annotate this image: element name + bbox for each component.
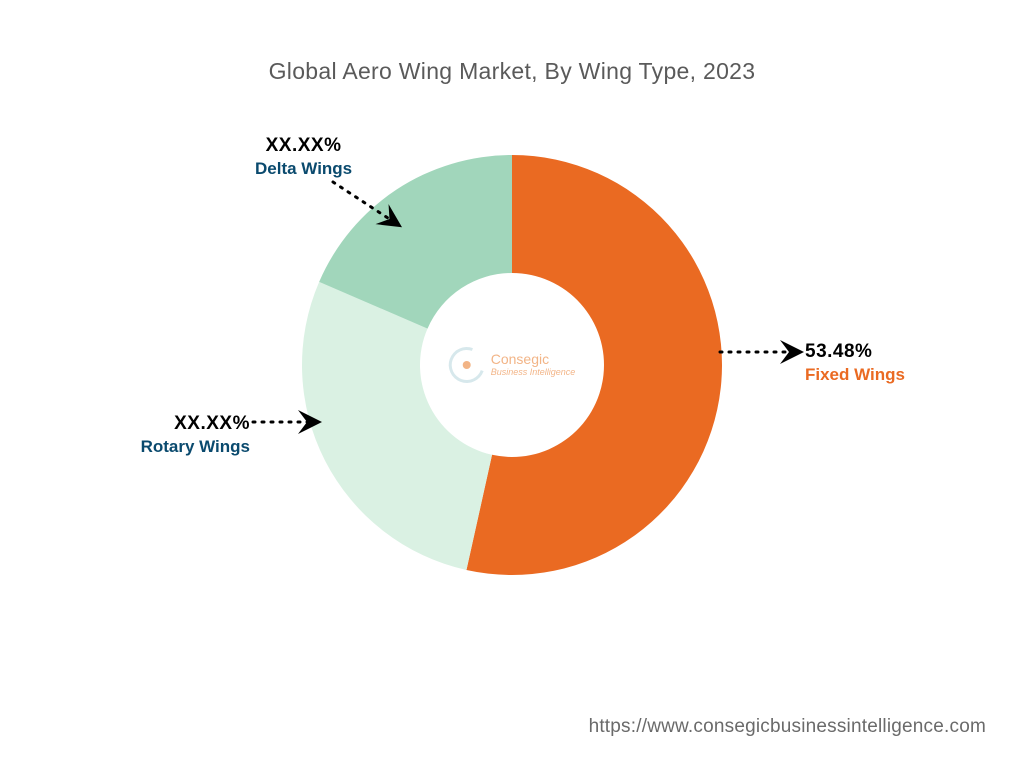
logo-text-line1: Consegic [491,352,576,367]
fixed-pct: 53.48% [805,340,905,364]
footer-url: https://www.consegicbusinessintelligence… [589,716,986,738]
chart-title: Global Aero Wing Market, By Wing Type, 2… [0,58,1024,85]
center-logo: Consegic Business Intelligence [449,347,576,383]
rotary-label: Rotary Wings [130,436,250,457]
donut-chart: Consegic Business Intelligence [302,155,722,575]
delta-label: Delta Wings [255,158,352,179]
callout-fixed-wings: 53.48% Fixed Wings [805,340,905,385]
slice-rotary-wings [302,282,492,570]
logo-text-line2: Business Intelligence [491,368,576,378]
rotary-pct: XX.XX% [130,412,250,436]
callout-delta-wings: XX.XX% Delta Wings [255,134,352,179]
delta-pct: XX.XX% [255,134,352,158]
consegic-logo-icon [449,347,485,383]
fixed-label: Fixed Wings [805,364,905,385]
callout-rotary-wings: XX.XX% Rotary Wings [130,412,250,457]
